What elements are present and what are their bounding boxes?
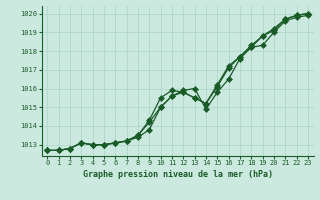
X-axis label: Graphe pression niveau de la mer (hPa): Graphe pression niveau de la mer (hPa): [83, 170, 273, 179]
